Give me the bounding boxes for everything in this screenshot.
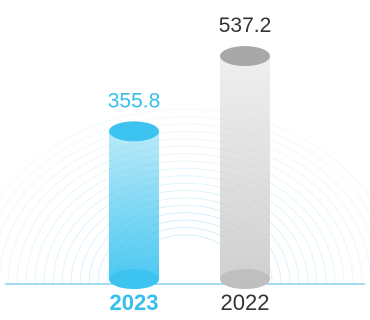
decorative-arc xyxy=(7,138,363,285)
decorative-arc xyxy=(16,145,354,285)
bar-base-2023 xyxy=(109,269,159,289)
decorative-arc xyxy=(25,153,345,285)
decorative-arc xyxy=(61,182,309,285)
bar-2022 xyxy=(220,46,270,290)
category-label-2022: 2022 xyxy=(221,290,270,315)
decorative-arc xyxy=(43,168,327,285)
decorative-arc xyxy=(88,204,282,285)
category-label-2023: 2023 xyxy=(110,290,159,315)
decorative-arc-lines xyxy=(0,108,370,285)
bar-cap-2022 xyxy=(220,46,270,67)
decorative-arc xyxy=(0,123,370,235)
value-label-2022: 537.2 xyxy=(219,14,272,37)
bar-body-2022 xyxy=(220,56,270,290)
decorative-arc xyxy=(70,190,300,285)
bar-cap-2023 xyxy=(109,121,159,142)
value-label-2023: 355.8 xyxy=(108,89,161,112)
bar-base-2022 xyxy=(220,269,270,289)
bar-2023 xyxy=(109,121,159,289)
decorative-arc xyxy=(0,116,370,215)
decorative-arc xyxy=(52,175,318,285)
decorative-arc xyxy=(79,197,291,285)
decorative-arc xyxy=(0,131,370,273)
bar-body-2023 xyxy=(109,131,159,289)
decorative-arc xyxy=(34,160,336,285)
decorative-arc xyxy=(0,108,370,199)
